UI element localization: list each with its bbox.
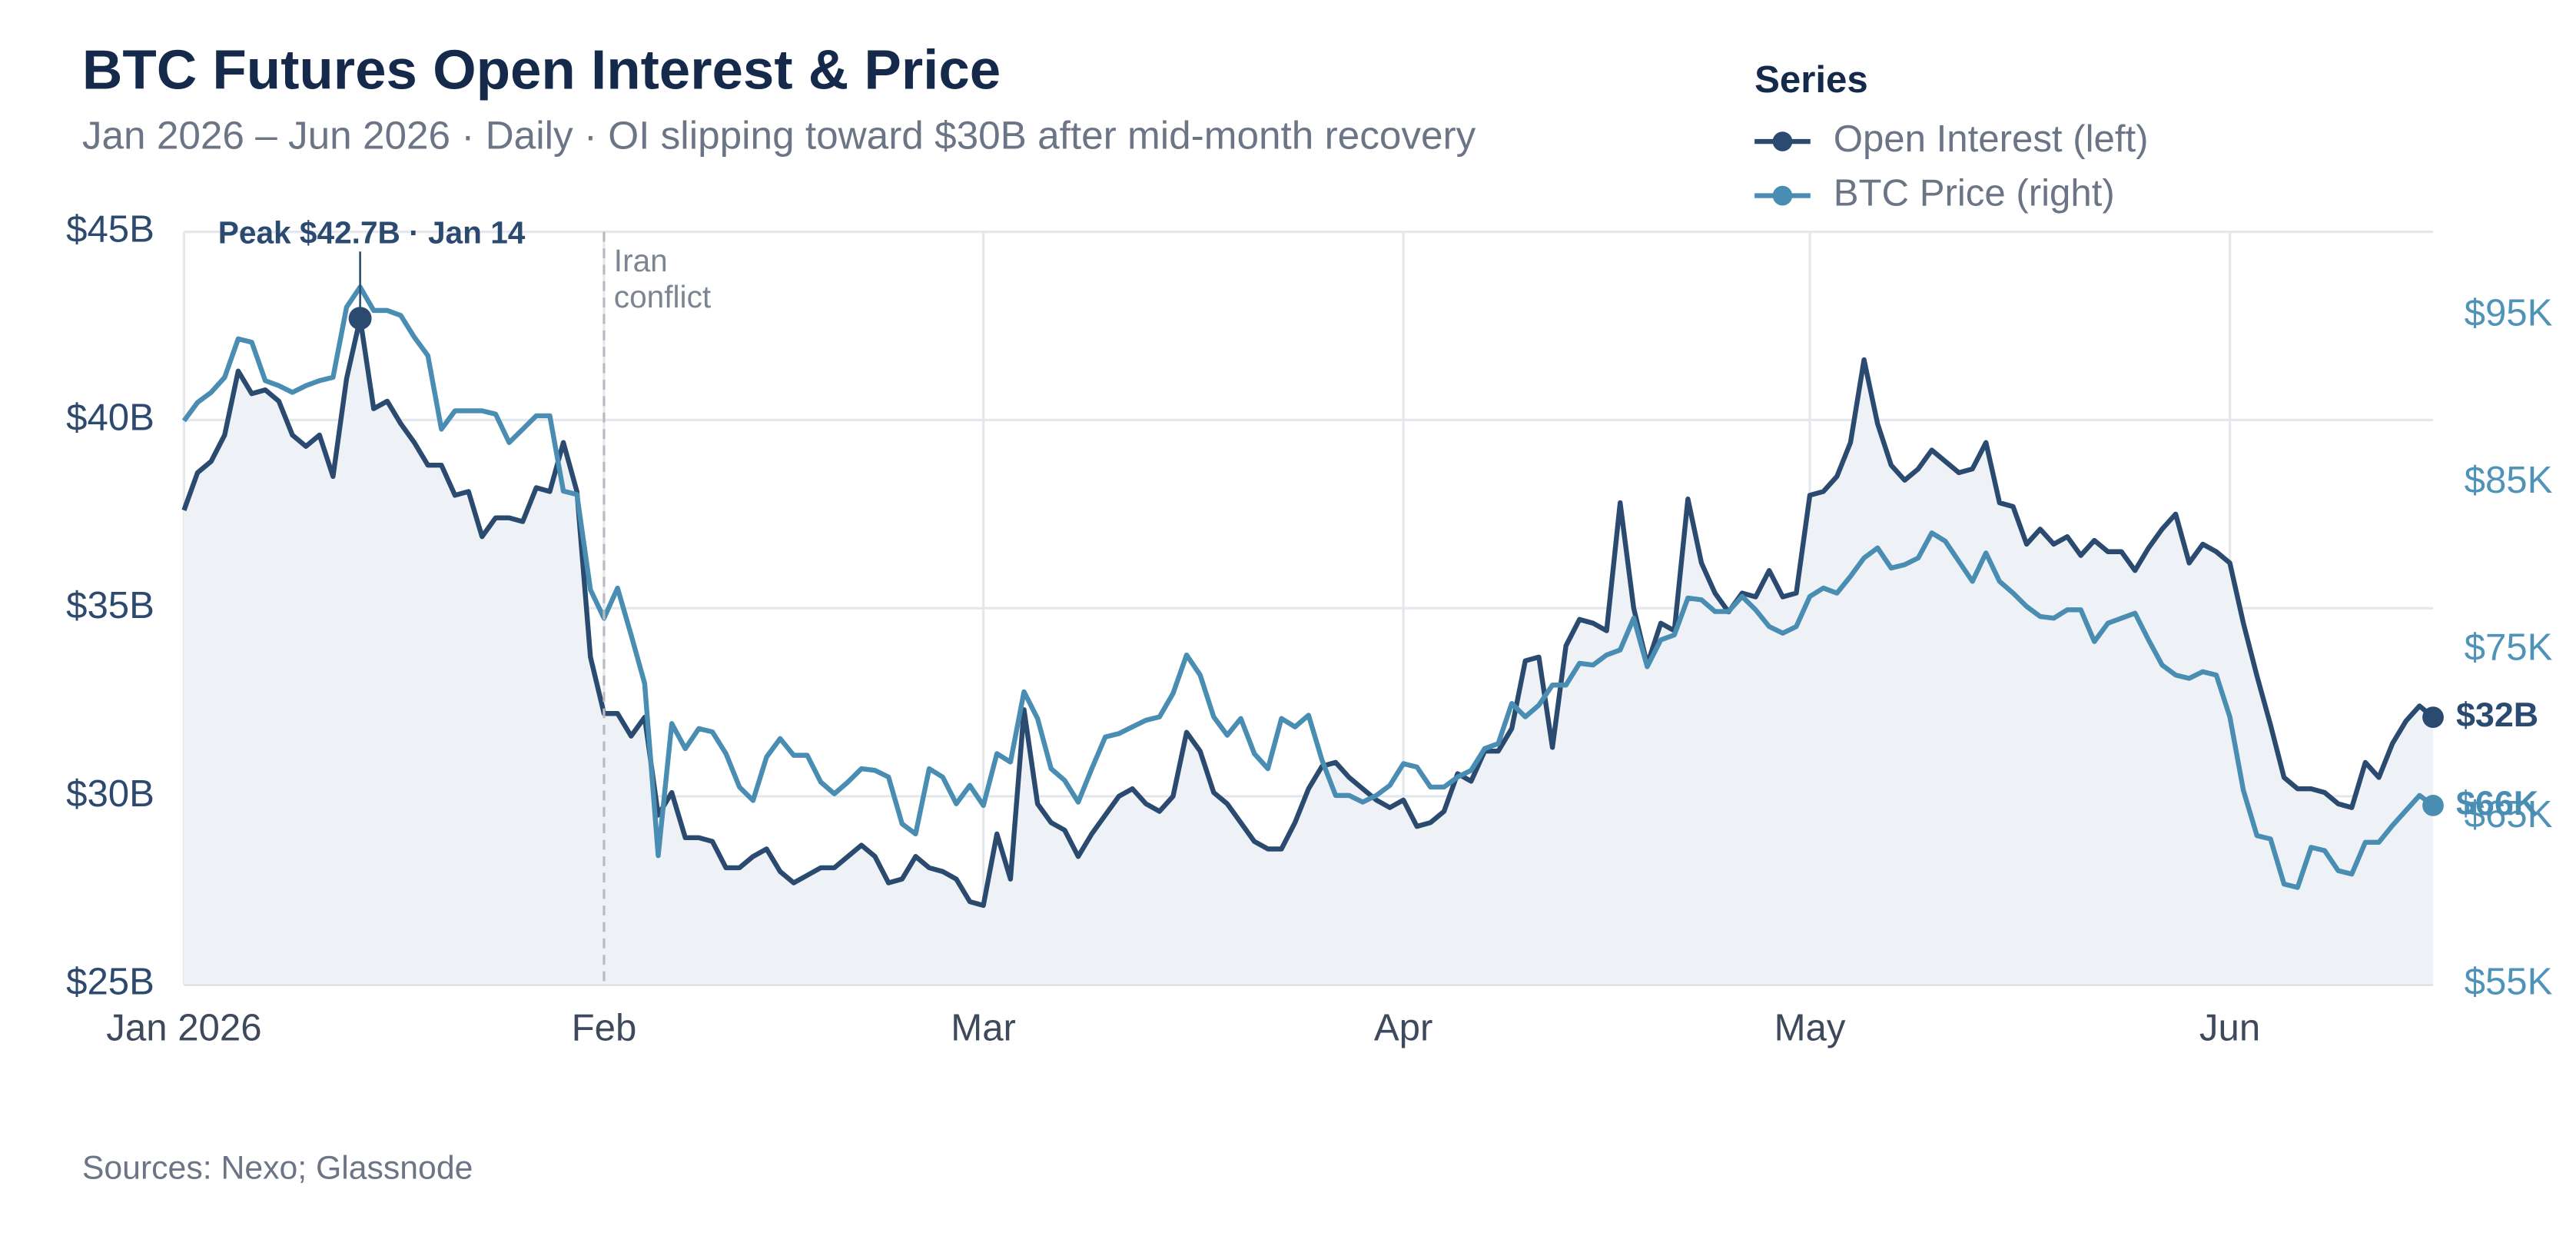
x-tick-label: Apr [1374,1007,1433,1049]
y2-tick-label: $95K [2465,291,2553,334]
annotation: Iran [614,243,668,278]
y-tick-label: $35B [66,584,154,626]
line [181,284,2435,890]
y-tick-label: $25B [66,961,154,1003]
annotation: Peak $42.7B · Jan 14 [218,215,526,251]
x-tick-label: May [1774,1007,1846,1049]
legend-title: Series [1754,58,1868,101]
end-dot [2422,795,2444,816]
annotation: conflict [614,279,711,314]
legend-swatch [1772,185,1793,206]
y2-tick-label: $85K [2465,459,2553,501]
y-tick-label: $40B [66,396,154,438]
area [184,318,2434,985]
end-dot [2422,706,2444,729]
chart-subtitle: Jan 2026 – Jun 2026 · Daily · OI slippin… [82,113,1476,157]
end-label: $66K [2456,783,2538,822]
x-tick-label: Mar [951,1007,1016,1049]
legend-label: BTC Price (right) [1834,172,2115,214]
legend-label: Open Interest (left) [1834,118,2149,160]
y-tick-label: $45B [66,208,154,251]
y2-tick-label: $55K [2465,961,2553,1003]
x-tick-label: Jun [2199,1007,2260,1049]
y2-tick-label: $75K [2465,626,2553,669]
x-tick-label: Feb [572,1007,637,1049]
x-tick-label: Jan 2026 [106,1007,261,1049]
chart-title: BTC Futures Open Interest & Price [82,39,1001,101]
y2-tick-label: $65K [2465,793,2553,836]
peak-dot [348,307,372,331]
legend-swatch [1772,131,1793,151]
end-label: $32B [2456,695,2538,734]
y-tick-label: $30B [66,772,154,815]
source: Sources: Nexo; Glassnode [82,1150,473,1187]
